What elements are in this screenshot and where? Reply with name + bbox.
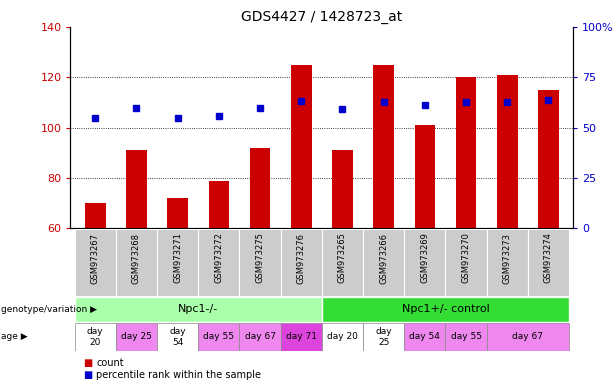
Bar — [75, 297, 322, 322]
Text: ■: ■ — [83, 358, 92, 368]
Bar — [157, 229, 198, 296]
Bar — [414, 125, 435, 228]
Text: GSM973265: GSM973265 — [338, 233, 347, 283]
Bar — [157, 323, 198, 351]
Bar — [249, 148, 270, 228]
Text: GSM973271: GSM973271 — [173, 233, 182, 283]
Bar — [240, 229, 281, 296]
Text: day 20: day 20 — [327, 333, 358, 341]
Bar — [167, 198, 188, 228]
Text: GSM973274: GSM973274 — [544, 233, 553, 283]
Text: GSM973267: GSM973267 — [91, 233, 100, 284]
Text: day 25: day 25 — [121, 333, 152, 341]
Text: Npc1-/-: Npc1-/- — [178, 304, 218, 314]
Text: day 55: day 55 — [204, 333, 234, 341]
Bar — [528, 229, 569, 296]
Text: day 71: day 71 — [286, 333, 317, 341]
Text: day
20: day 20 — [87, 327, 104, 347]
Bar — [116, 229, 157, 296]
Bar — [116, 323, 157, 351]
Bar — [75, 323, 116, 351]
Text: genotype/variation ▶: genotype/variation ▶ — [1, 305, 97, 314]
Bar — [126, 151, 147, 228]
Bar — [373, 65, 394, 228]
Text: percentile rank within the sample: percentile rank within the sample — [96, 370, 261, 380]
Bar — [455, 77, 476, 228]
Text: GSM973276: GSM973276 — [297, 233, 306, 284]
Text: age ▶: age ▶ — [1, 333, 28, 341]
Text: GSM973273: GSM973273 — [503, 233, 512, 284]
Text: GSM973272: GSM973272 — [215, 233, 223, 283]
Text: GSM973275: GSM973275 — [256, 233, 265, 283]
Bar — [85, 203, 105, 228]
Bar — [281, 229, 322, 296]
Text: day
54: day 54 — [169, 327, 186, 347]
Bar — [322, 323, 363, 351]
Bar — [332, 151, 352, 228]
Text: GSM973269: GSM973269 — [421, 233, 429, 283]
Bar — [281, 323, 322, 351]
Title: GDS4427 / 1428723_at: GDS4427 / 1428723_at — [241, 10, 403, 25]
Bar — [240, 323, 281, 351]
Text: count: count — [96, 358, 124, 368]
Bar — [446, 229, 487, 296]
Bar — [208, 180, 229, 228]
Bar — [291, 65, 311, 228]
Bar — [198, 229, 240, 296]
Text: ■: ■ — [83, 370, 92, 380]
Bar — [404, 323, 446, 351]
Bar — [363, 323, 404, 351]
Text: day 55: day 55 — [451, 333, 482, 341]
Bar — [487, 323, 569, 351]
Bar — [322, 297, 569, 322]
Bar — [198, 323, 240, 351]
Bar — [75, 229, 116, 296]
Bar — [446, 323, 487, 351]
Bar — [363, 229, 404, 296]
Text: GSM973270: GSM973270 — [462, 233, 471, 283]
Text: day 67: day 67 — [512, 333, 543, 341]
Text: GSM973266: GSM973266 — [379, 233, 388, 284]
Bar — [322, 229, 363, 296]
Bar — [487, 229, 528, 296]
Text: Npc1+/- control: Npc1+/- control — [402, 304, 489, 314]
Bar — [538, 90, 558, 228]
Bar — [497, 75, 517, 228]
Text: GSM973268: GSM973268 — [132, 233, 141, 284]
Bar — [404, 229, 446, 296]
Text: day
25: day 25 — [375, 327, 392, 347]
Text: day 67: day 67 — [245, 333, 275, 341]
Text: day 54: day 54 — [409, 333, 440, 341]
